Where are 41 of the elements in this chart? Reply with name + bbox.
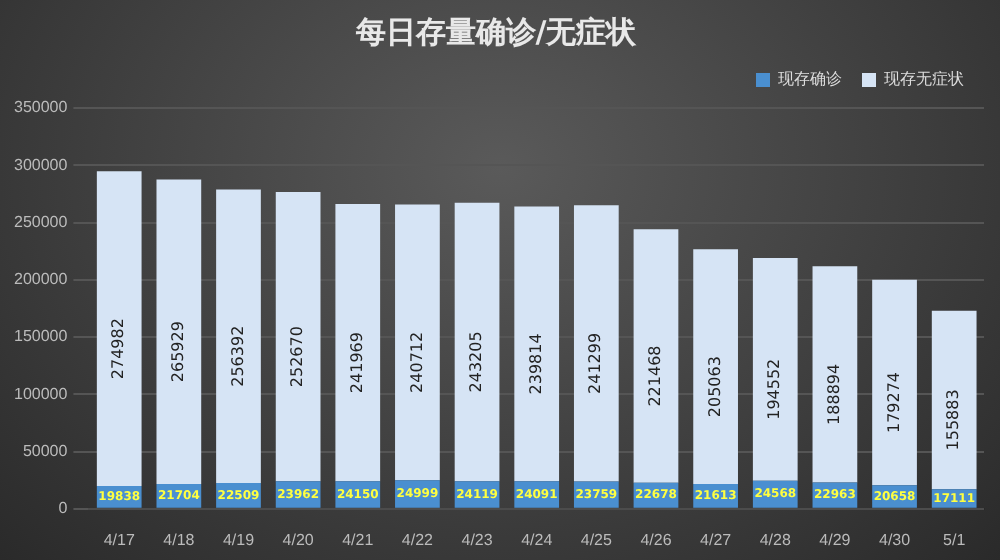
x-tick-label: 4/29 [819, 530, 852, 549]
data-label: 240712 [407, 331, 426, 393]
data-label: 241299 [586, 332, 605, 394]
y-tick-label: 0 [58, 499, 69, 518]
y-tick-label: 200000 [13, 270, 69, 289]
x-tick-label: 4/20 [282, 530, 315, 549]
data-label: 274982 [109, 318, 128, 380]
data-label: 205063 [705, 356, 724, 418]
x-tick-label: 4/26 [640, 530, 673, 549]
x-tick-label: 4/27 [700, 530, 733, 549]
x-tick-label: 4/30 [878, 530, 912, 549]
data-label: 221468 [646, 345, 665, 407]
x-tick-label: 4/17 [103, 530, 136, 549]
data-label: 252670 [288, 326, 307, 388]
data-label: 241969 [347, 332, 366, 394]
data-label: 243205 [467, 331, 486, 393]
legend-label: 现存确诊 [778, 70, 842, 89]
data-label: 179274 [884, 371, 903, 434]
legend-label: 现存无症状 [884, 70, 964, 89]
y-tick-label: 300000 [13, 155, 69, 174]
y-tick-label: 350000 [13, 98, 69, 117]
y-tick-label: 50000 [22, 441, 69, 460]
data-label: 239814 [526, 333, 545, 395]
data-label: 194552 [765, 358, 784, 420]
y-tick-label: 100000 [13, 384, 69, 403]
data-label: 188894 [825, 363, 844, 425]
x-tick-label: 4/23 [461, 530, 494, 549]
x-tick-label: 4/18 [163, 530, 196, 549]
x-tick-label: 4/28 [759, 530, 792, 549]
x-tick-label: 4/25 [580, 530, 613, 549]
data-label: 155883 [944, 389, 963, 451]
x-tick-label: 5/1 [943, 530, 967, 549]
chart-title: 每日存量确诊/无症状 [353, 13, 639, 50]
x-tick-label: 4/19 [222, 530, 256, 549]
y-tick-label: 250000 [13, 212, 69, 231]
x-tick-label: 4/22 [401, 530, 435, 549]
x-tick-label: 4/21 [342, 530, 375, 549]
x-tick-label: 4/24 [521, 530, 554, 549]
data-label: 265929 [169, 321, 188, 383]
data-label: 256392 [228, 325, 247, 387]
y-tick-label: 150000 [13, 327, 69, 346]
